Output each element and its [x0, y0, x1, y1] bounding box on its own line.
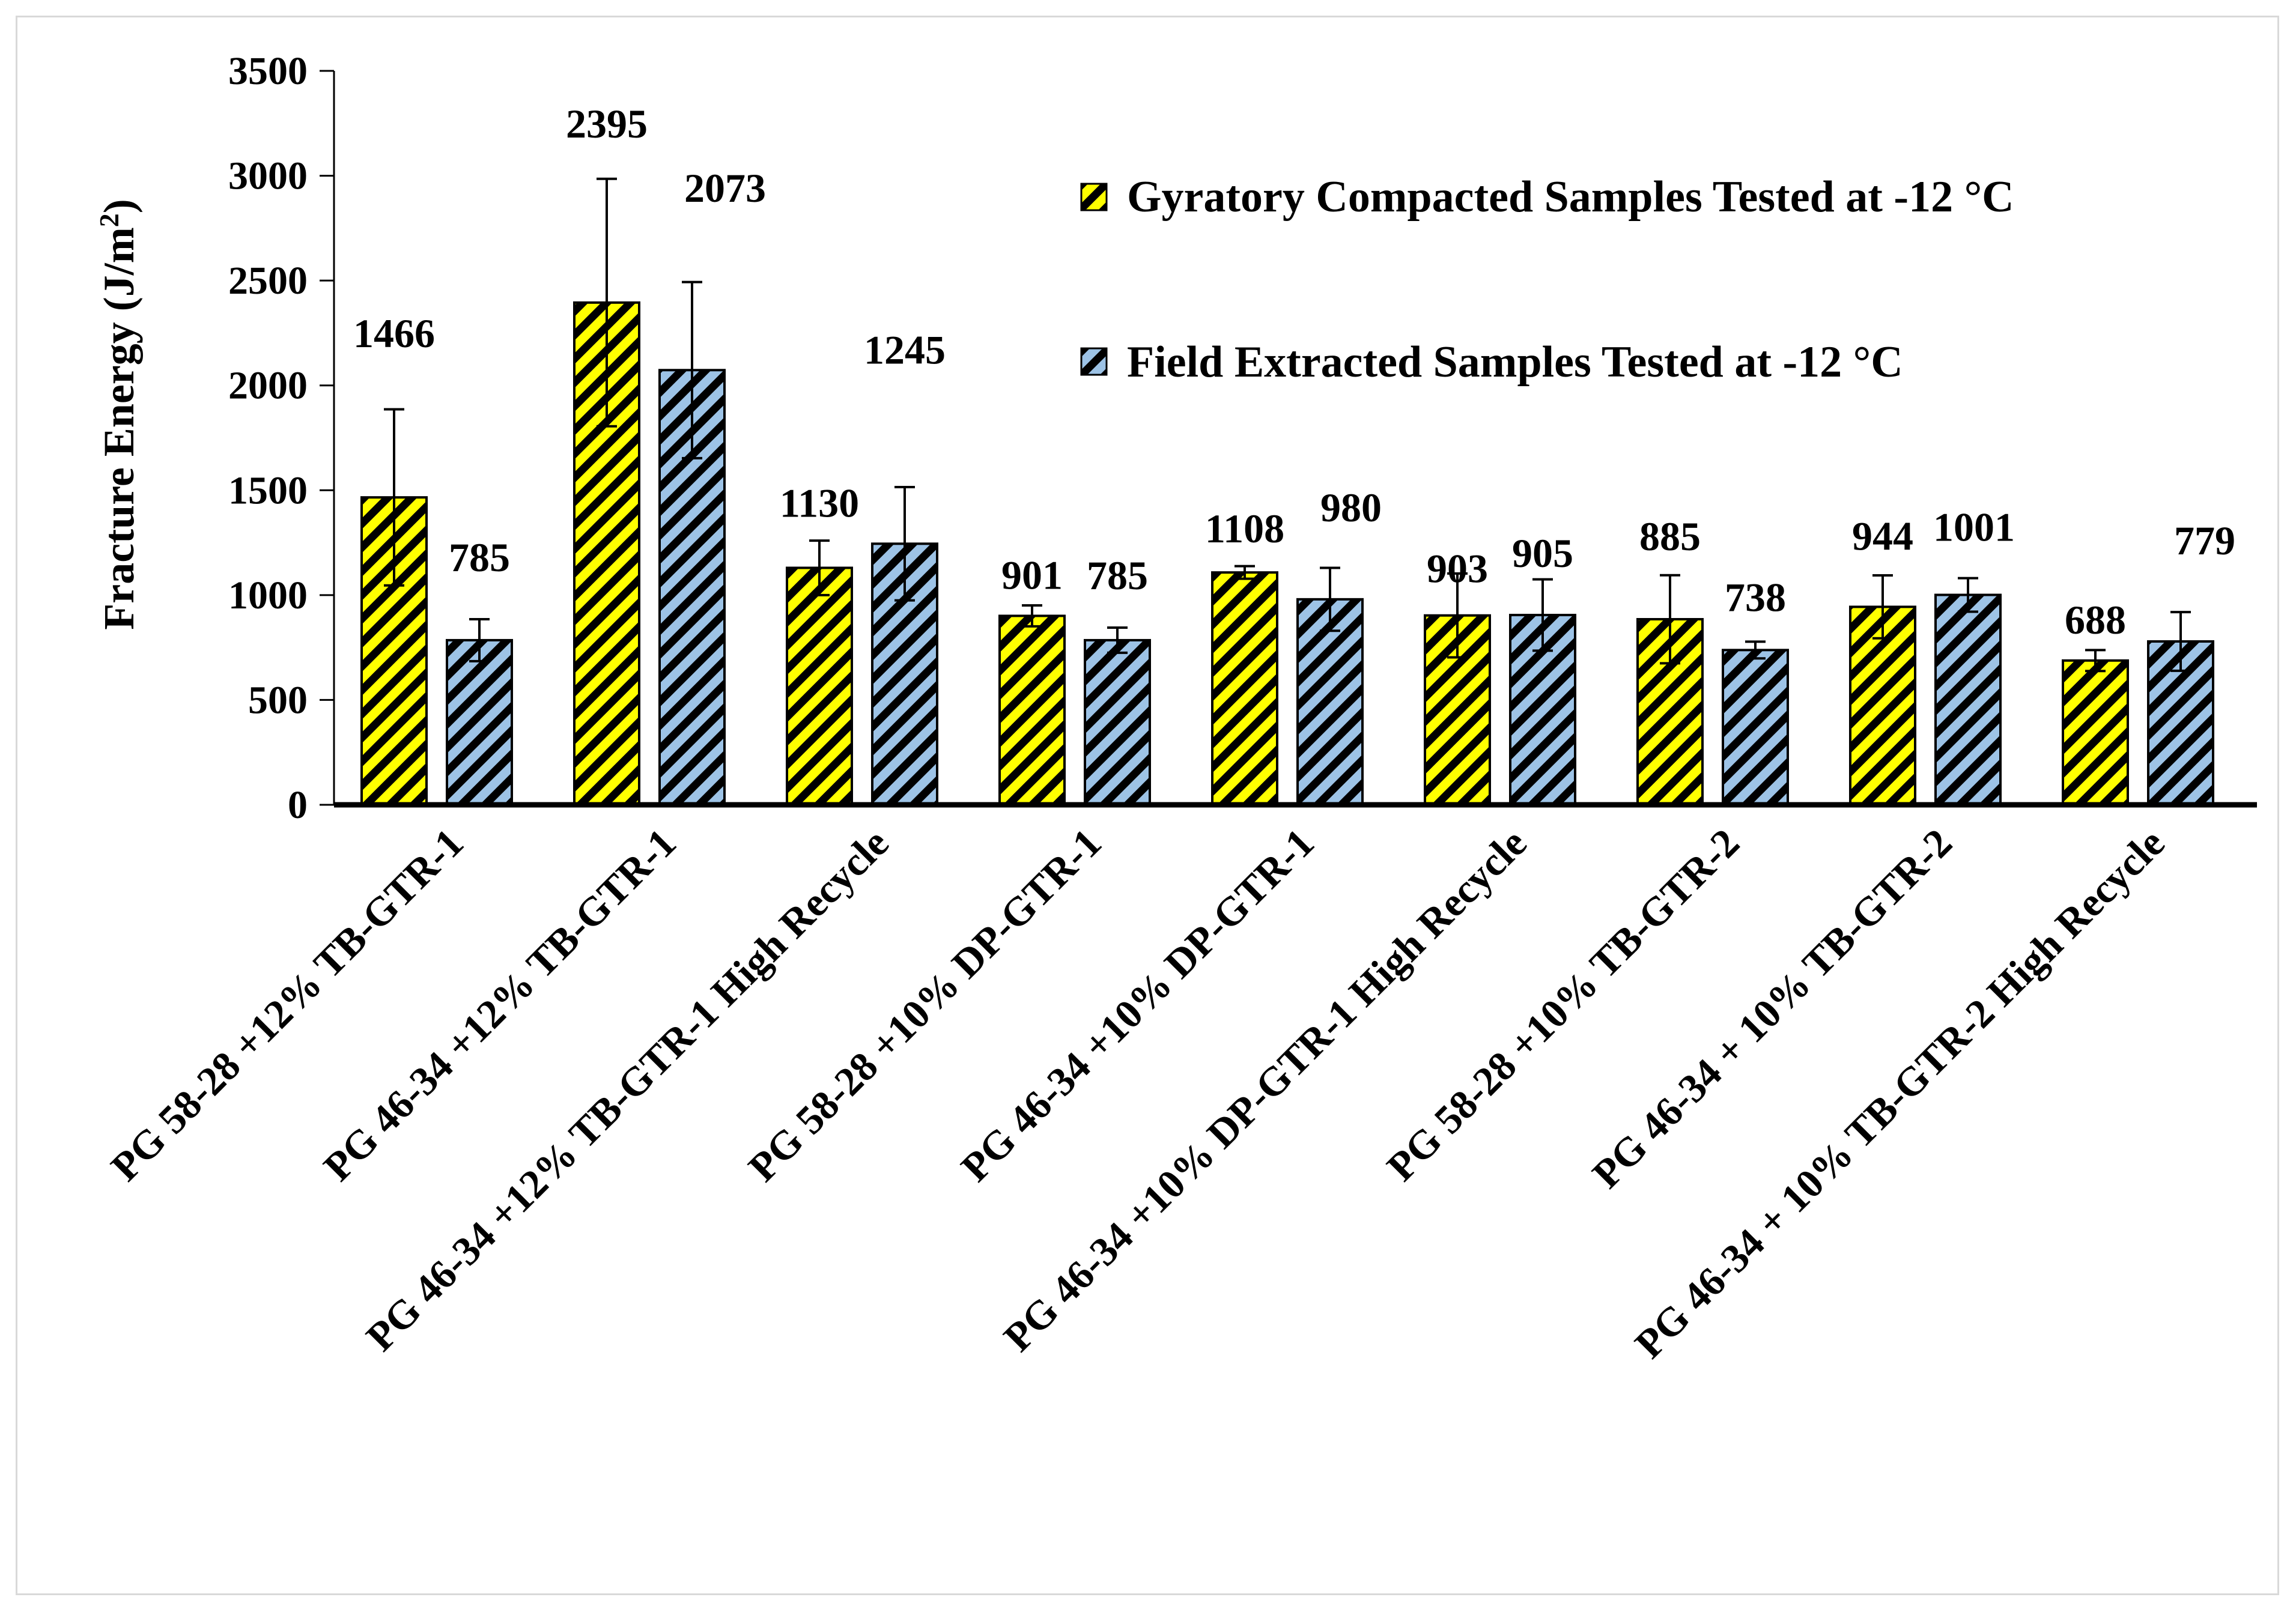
data-label: 688	[2065, 597, 2126, 643]
y-tick-label: 1500	[228, 468, 308, 512]
legend-swatch-field	[1080, 347, 1108, 376]
legend-label-field: Field Extracted Samples Tested at -12 °C	[1127, 338, 1903, 387]
x-category-label: PG 58-28 +10% TB-GTR-2	[1378, 820, 1748, 1190]
bar-field	[446, 638, 513, 806]
y-tick-label: 0	[288, 783, 308, 827]
y-tick-label: 3500	[228, 49, 308, 93]
bar-field	[1934, 593, 2002, 806]
bar-gyratory	[1211, 571, 1278, 806]
bar-gyratory	[2062, 659, 2129, 806]
data-label: 785	[1087, 553, 1148, 598]
data-label: 2073	[684, 165, 766, 211]
data-label: 779	[2174, 518, 2235, 563]
data-label: 903	[1427, 546, 1488, 592]
bar-field	[1084, 638, 1151, 806]
data-label: 980	[1320, 485, 1382, 530]
data-labels: 1466 785 2395 2073 1130 1245 901 785 1108 980 903 9…	[353, 101, 2235, 643]
legend: Gyratory Compacted Samples Tested at -12…	[1080, 172, 2014, 387]
y-tick-label: 2000	[228, 364, 308, 408]
x-category-label: PG 46-34 +12% TB-GTR-1	[315, 820, 685, 1190]
data-label: 1001	[1933, 505, 2015, 550]
data-label: 1108	[1205, 506, 1284, 551]
x-category-label: PG 58-28 +10% DP-GTR-1	[740, 820, 1110, 1190]
y-tick-label: 500	[248, 678, 308, 722]
y-tick-label: 1000	[228, 574, 308, 617]
data-label: 1130	[780, 480, 859, 526]
legend-label-gyratory: Gyratory Compacted Samples Tested at -12…	[1127, 172, 2014, 222]
data-label: 2395	[566, 101, 648, 147]
bar-field	[1722, 649, 1789, 806]
data-label: 1245	[864, 327, 946, 372]
data-label: 885	[1639, 514, 1701, 559]
data-label: 901	[1001, 552, 1063, 598]
y-tick-label: 2500	[228, 259, 308, 303]
data-label: 905	[1512, 530, 1573, 576]
data-label: 944	[1852, 513, 1913, 559]
data-label: 738	[1725, 574, 1786, 620]
data-label: 785	[449, 535, 510, 580]
legend-swatch-gyratory	[1080, 183, 1108, 211]
x-category-label: PG 46-34 +10% DP-GTR-1	[952, 820, 1323, 1190]
y-axis-title: Fracture Energy (J/m2)	[94, 199, 144, 629]
bar-gyratory	[786, 566, 853, 806]
bar-field	[1296, 598, 1364, 807]
x-axis-labels: PG 58-28 +12% TB-GTR-1PG 46-34 +12% TB-G…	[102, 820, 2173, 1367]
y-tick-label: 3000	[228, 154, 308, 198]
bar-gyratory	[998, 614, 1066, 806]
y-axis-ticks: 0 500 1000 1500 2000 2500 3000 3500	[228, 49, 334, 827]
x-category-label: PG 58-28 +12% TB-GTR-1	[102, 820, 472, 1190]
error-bars	[384, 177, 2191, 673]
data-label: 1466	[353, 311, 435, 356]
x-category-label: PG 46-34 + 10% TB-GTR-2	[1584, 820, 1961, 1197]
